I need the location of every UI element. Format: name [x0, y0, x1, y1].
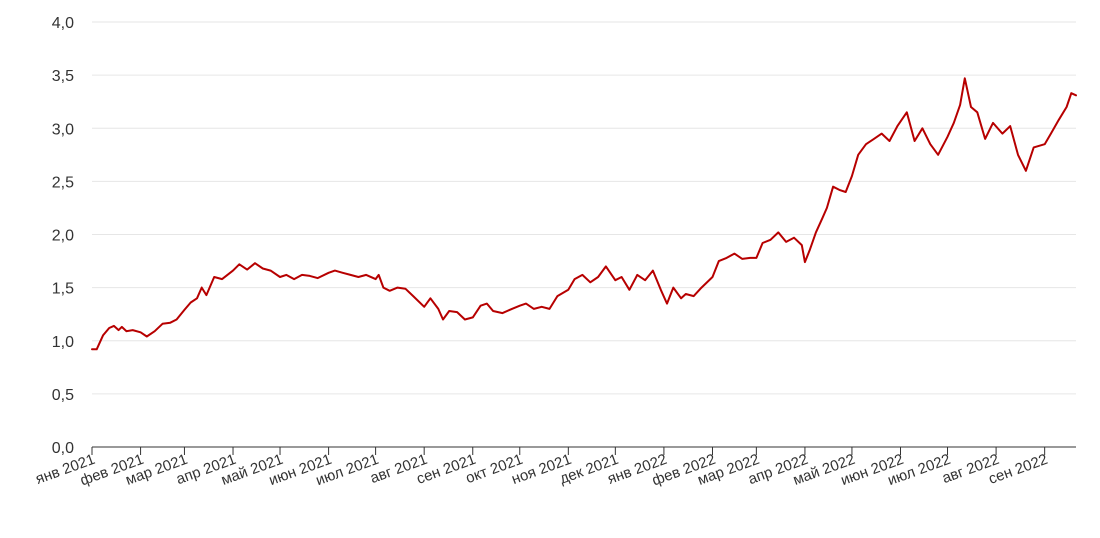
series-line	[91, 77, 1077, 351]
y-axis-tick-labels: 0,0 0,5 1,0 1,5 2,0 2,5 3,0 3,5 4,0	[52, 15, 74, 457]
y-tick-label: 2,0	[52, 228, 74, 245]
y-tick-label: 1,0	[52, 334, 74, 351]
y-tick-label: 0,0	[52, 440, 74, 457]
y-tick-label: 0,5	[52, 387, 74, 404]
y-tick-label: 4,0	[52, 15, 74, 32]
y-tick-label: 3,0	[52, 121, 74, 138]
grid-lines	[92, 21, 1076, 395]
series-layer	[91, 77, 1077, 351]
y-tick-label: 2,5	[52, 174, 74, 191]
y-tick-label: 3,5	[52, 68, 74, 85]
y-tick-label: 1,5	[52, 281, 74, 298]
